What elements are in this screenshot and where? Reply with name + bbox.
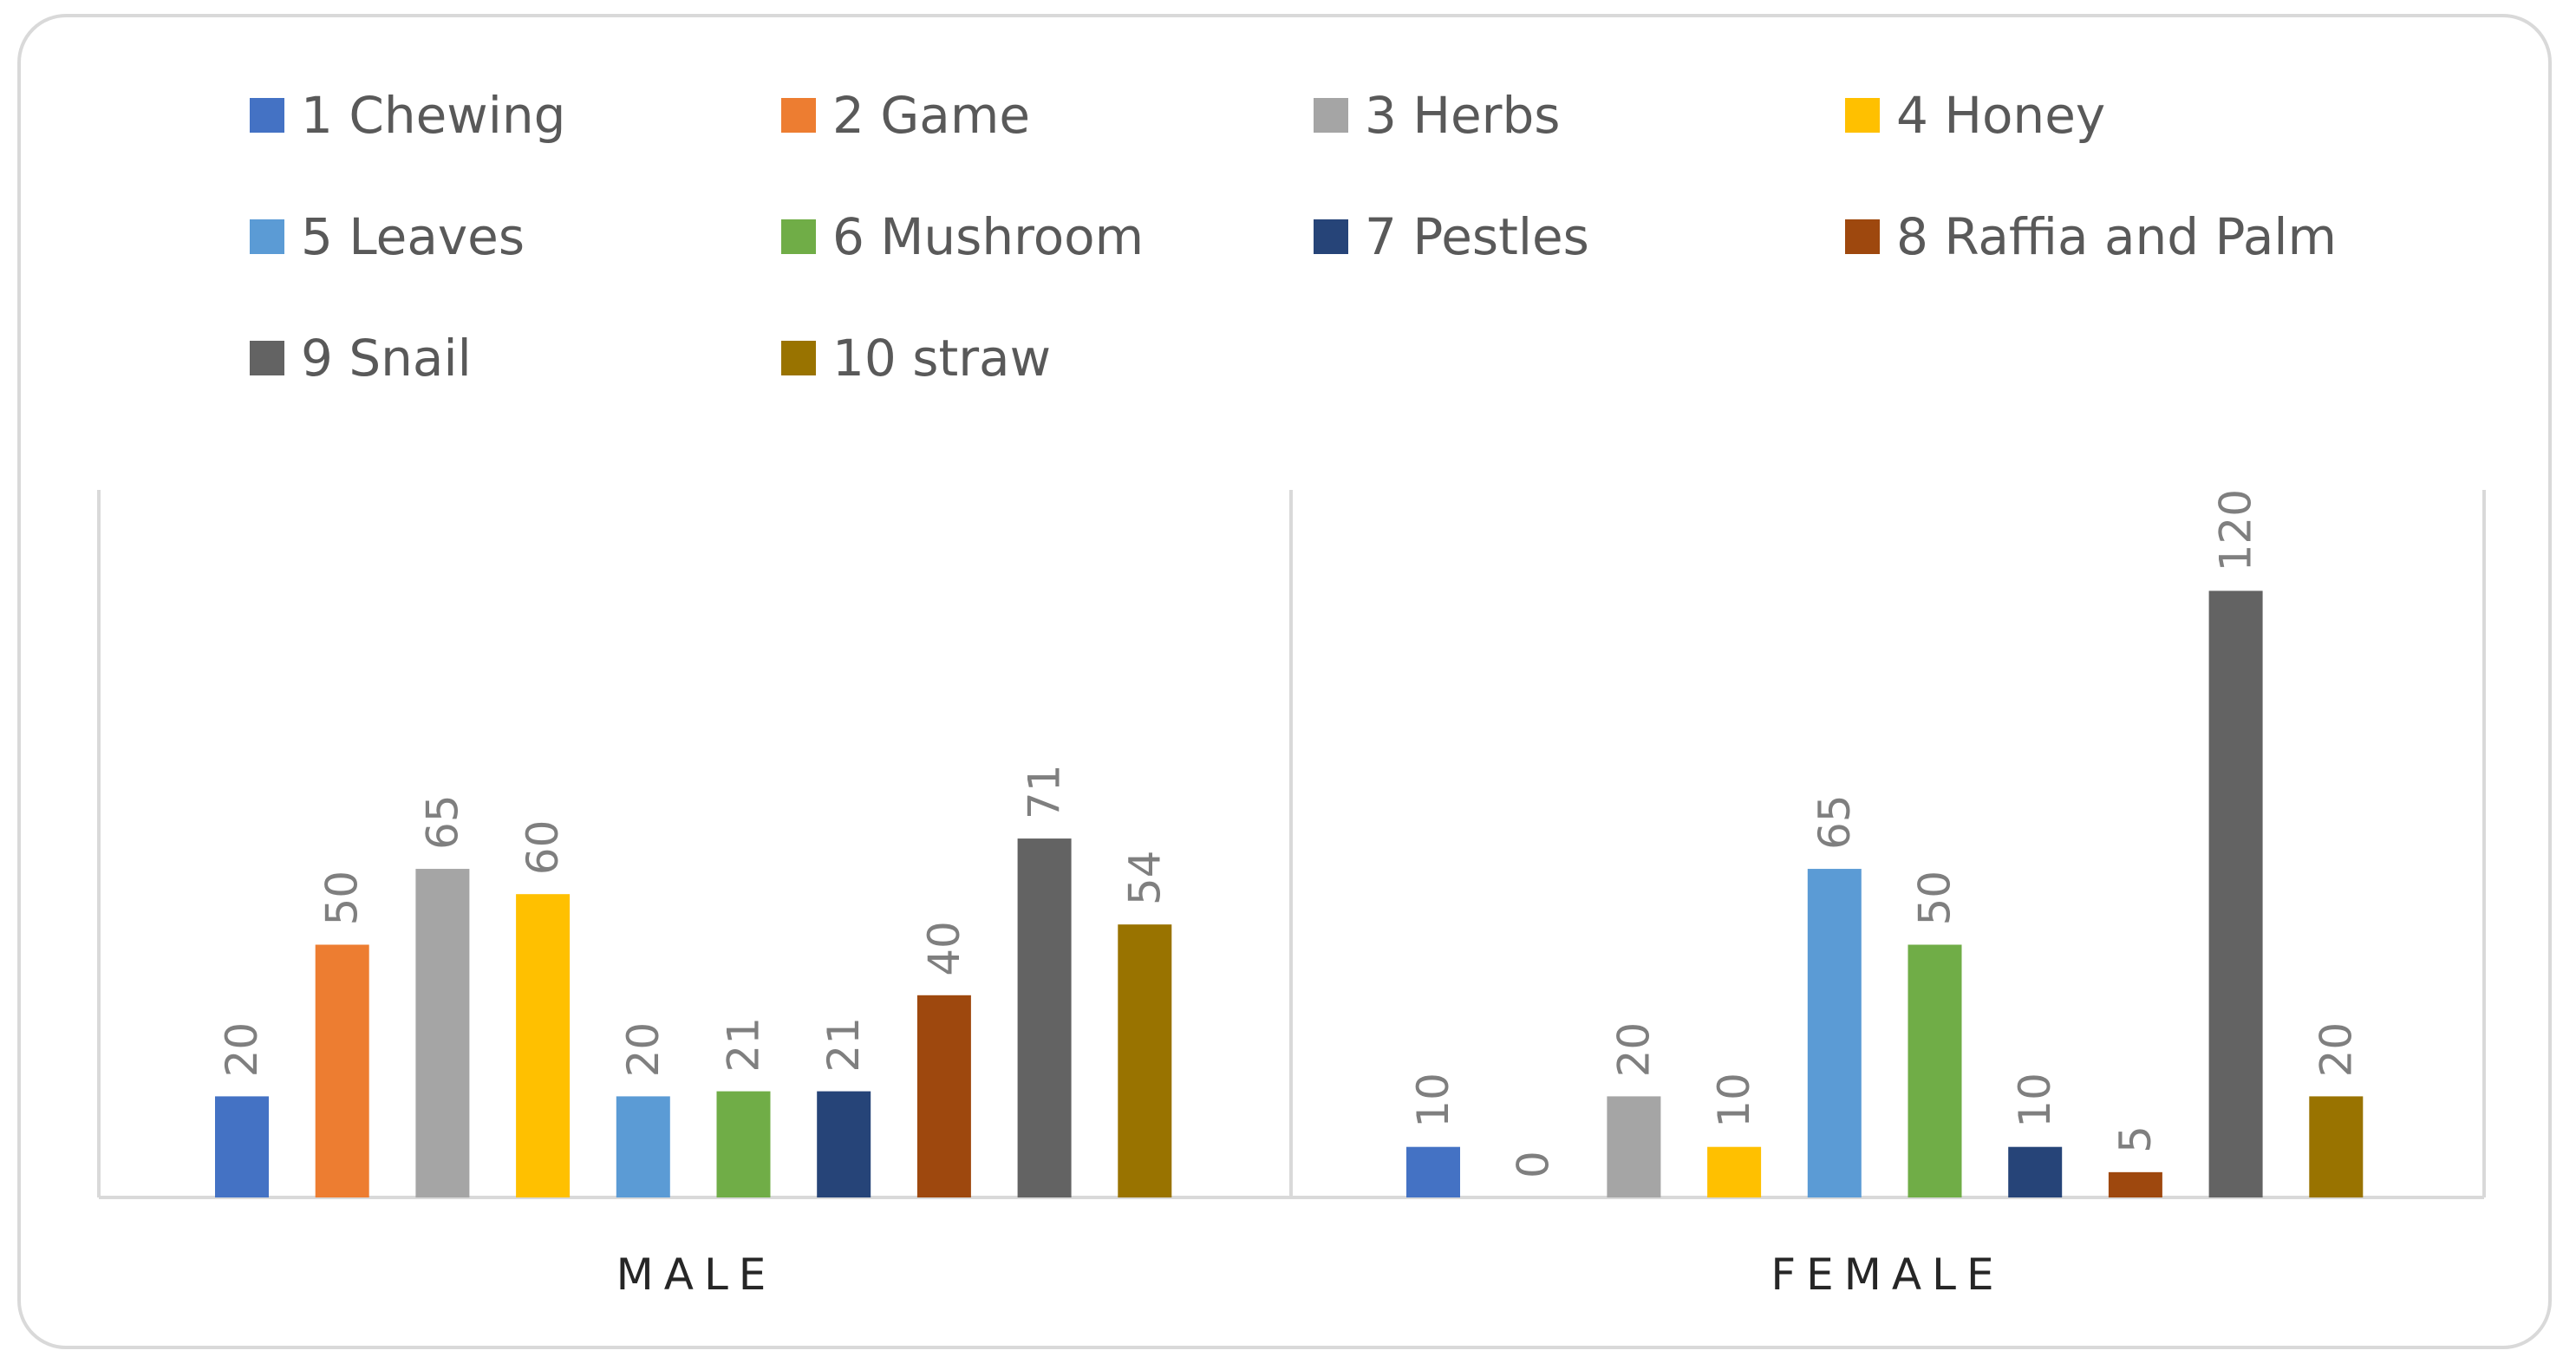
bar-female-10-straw — [2309, 1096, 2364, 1197]
data-label-female-10-straw: 20 — [2311, 1022, 2361, 1078]
legend-item-6-mushroom: 6 Mushroom — [781, 207, 1144, 266]
legend-label: 7 Pestles — [1365, 207, 1589, 266]
bar-female-5-leaves — [1807, 869, 1862, 1197]
legend-label: 9 Snail — [301, 329, 472, 388]
bar-male-10-straw — [1118, 924, 1172, 1197]
data-label-female-6-mushroom: 50 — [1910, 871, 1960, 926]
legend-label: 4 Honey — [1896, 86, 2105, 145]
legend-item-7-pestles: 7 Pestles — [1314, 207, 1589, 266]
bar-male-1-chewing — [215, 1096, 269, 1197]
legend-swatch — [1314, 219, 1348, 254]
bar-male-6-mushroom — [716, 1091, 771, 1197]
bar-male-8-raffia-and-palm — [916, 995, 971, 1197]
legend-swatch — [781, 98, 816, 133]
bar-female-7-pestles — [2008, 1146, 2063, 1197]
legend-swatch — [781, 341, 816, 375]
legend-item-5-leaves: 5 Leaves — [250, 207, 525, 266]
bar-male-9-snail — [1017, 838, 1072, 1197]
data-label-female-3-herbs: 20 — [1608, 1022, 1659, 1078]
data-label-female-1-chewing: 10 — [1408, 1073, 1458, 1128]
legend-label: 10 straw — [832, 329, 1051, 388]
legend-label: 3 Herbs — [1365, 86, 1561, 145]
data-label-male-3-herbs: 65 — [417, 794, 467, 850]
legend-swatch — [781, 219, 816, 254]
bar-female-1-chewing — [1406, 1146, 1460, 1197]
legend-label: 6 Mushroom — [832, 207, 1144, 266]
legend-item-4-honey: 4 Honey — [1845, 86, 2105, 145]
data-label-male-4-honey: 60 — [518, 820, 568, 876]
legend-swatch — [250, 219, 284, 254]
legend-item-2-game: 2 Game — [781, 86, 1030, 145]
bar-female-4-honey — [1707, 1146, 1762, 1197]
legend-label: 5 Leaves — [301, 207, 525, 266]
bars — [215, 590, 2364, 1197]
data-label-female-2-game: 0 — [1509, 1151, 1559, 1178]
legend-swatch — [1845, 98, 1880, 133]
category-label-male: MALE — [616, 1249, 777, 1300]
legend-label: 8 Raffia and Palm — [1896, 207, 2337, 266]
legend: 1 Chewing 2 Game 3 Herbs 4 Honey 5 Leaves 6 M… — [250, 86, 2337, 388]
category-label-female: FEMALE — [1771, 1249, 2004, 1300]
bar-female-8-raffia-and-palm — [2108, 1171, 2162, 1197]
bar-male-2-game — [315, 944, 369, 1197]
legend-item-8-raffia-and-palm: 8 Raffia and Palm — [1845, 207, 2337, 266]
legend-swatch — [1314, 98, 1348, 133]
bar-male-4-honey — [516, 894, 571, 1197]
data-label-male-6-mushroom: 21 — [719, 1017, 769, 1073]
legend-swatch — [250, 341, 284, 375]
legend-item-9-snail: 9 Snail — [250, 329, 472, 388]
data-label-male-7-pestles: 21 — [818, 1017, 869, 1073]
value-labels: 20 50 65 60 20 21 21 40 71 54 10 0 20 10 65 50 10 5 120 20 — [217, 489, 2361, 1178]
bar-male-3-herbs — [415, 869, 470, 1197]
data-label-female-8-raffia-and-palm: 5 — [2110, 1125, 2161, 1153]
data-label-male-2-game: 50 — [317, 871, 368, 926]
data-label-male-8-raffia-and-palm: 40 — [919, 921, 969, 976]
legend-item-3-herbs: 3 Herbs — [1314, 86, 1561, 145]
data-label-male-5-leaves: 20 — [618, 1022, 668, 1078]
bar-male-5-leaves — [616, 1096, 670, 1197]
data-label-female-7-pestles: 10 — [2010, 1073, 2060, 1128]
bar-female-9-snail — [2208, 590, 2263, 1197]
bar-male-7-pestles — [817, 1091, 871, 1197]
legend-swatch — [250, 98, 284, 133]
bar-female-3-herbs — [1607, 1096, 1661, 1197]
data-label-male-1-chewing: 20 — [217, 1022, 267, 1078]
legend-item-10-straw: 10 straw — [781, 329, 1051, 388]
data-label-female-4-honey: 10 — [1709, 1073, 1759, 1128]
legend-item-1-chewing: 1 Chewing — [250, 86, 565, 145]
legend-label: 1 Chewing — [301, 86, 565, 145]
legend-label: 2 Game — [832, 86, 1030, 145]
legend-swatch — [1845, 219, 1880, 254]
category-dividers — [97, 490, 2486, 1199]
data-label-female-9-snail: 120 — [2211, 489, 2261, 571]
data-label-male-10-straw: 54 — [1119, 851, 1170, 906]
data-label-female-5-leaves: 65 — [1810, 794, 1860, 850]
category-labels: MALE FEMALE — [616, 1249, 2004, 1300]
bar-female-6-mushroom — [1908, 944, 1962, 1197]
data-label-male-9-snail: 71 — [1020, 764, 1070, 819]
